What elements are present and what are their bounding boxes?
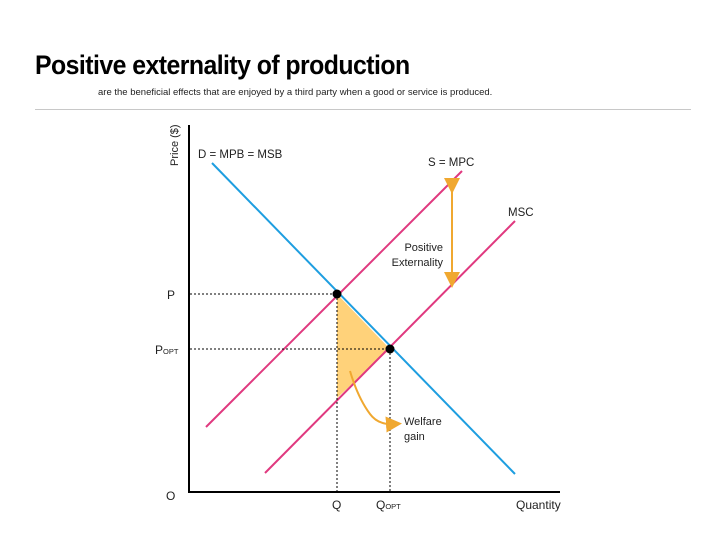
msc-label: MSC bbox=[508, 207, 534, 219]
q-opt-label: QOPT bbox=[376, 498, 401, 512]
externality-label-line1: Positive bbox=[404, 242, 443, 254]
p-opt-main: P bbox=[155, 343, 163, 357]
p-opt-sub: OPT bbox=[163, 347, 179, 356]
social-equilibrium-point bbox=[385, 344, 395, 354]
private-equilibrium-point bbox=[332, 289, 342, 299]
origin-label: O bbox=[166, 489, 175, 503]
welfare-gain-arrow bbox=[349, 370, 402, 433]
page-title: Positive externality of production bbox=[35, 50, 410, 80]
p-label: P bbox=[167, 288, 175, 302]
header-divider bbox=[35, 109, 691, 110]
q-label: Q bbox=[332, 498, 341, 512]
welfare-label-line2: gain bbox=[404, 431, 425, 443]
supply-curve bbox=[205, 170, 463, 428]
page-subtitle: are the beneficial effects that are enjo… bbox=[98, 87, 493, 98]
externality-label-line2: Externality bbox=[392, 257, 444, 269]
q-opt-sub: OPT bbox=[385, 502, 401, 511]
x-axis-label: Quantity bbox=[516, 498, 561, 512]
demand-label: D = MPB = MSB bbox=[198, 149, 283, 161]
y-axis-label: Price ($) bbox=[169, 124, 181, 166]
welfare-label-line1: Welfare bbox=[404, 416, 442, 428]
demand-curve bbox=[211, 162, 516, 475]
p-opt-label: POPT bbox=[155, 343, 179, 357]
supply-label: S = MPC bbox=[428, 157, 474, 169]
q-opt-main: Q bbox=[376, 498, 385, 512]
welfare-gain-area bbox=[337, 294, 390, 398]
